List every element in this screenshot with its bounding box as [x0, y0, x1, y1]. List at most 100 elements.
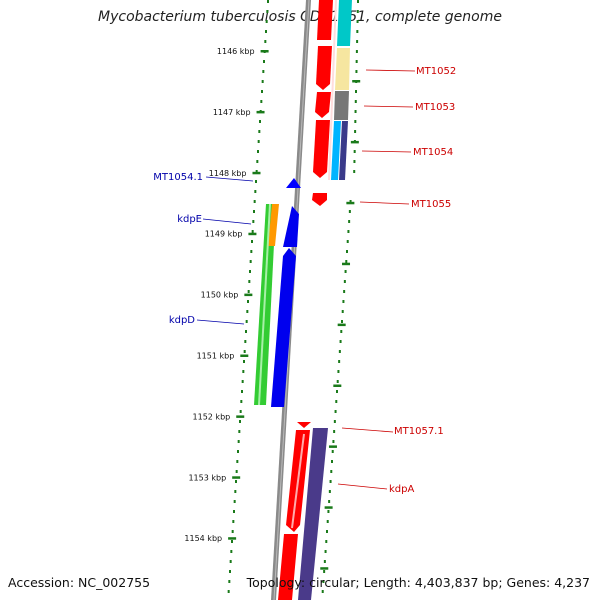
guide-dot [355, 50, 358, 53]
guide-dot [356, 40, 359, 43]
gene-navy-upper [339, 121, 348, 180]
guide-dot [354, 100, 357, 103]
tick-mark [236, 415, 245, 418]
gene-mt1053 [315, 92, 331, 118]
guide-dot [332, 440, 335, 443]
gene-mt1055 [312, 193, 327, 206]
tick-mark [328, 445, 337, 448]
guide-dot [257, 150, 259, 153]
gene-cyan-top [337, 0, 352, 46]
guide-dot [343, 280, 346, 283]
guide-dot [356, 20, 359, 23]
guide-dot [328, 490, 331, 493]
guide-dot [265, 20, 268, 23]
guide-dot [249, 260, 252, 263]
gene-gray [334, 91, 349, 120]
guide-dot [245, 330, 247, 333]
guide-dot [354, 110, 357, 113]
gene-mt1057-1 [297, 422, 311, 428]
tick-label: 1149 kbp [205, 230, 243, 239]
guide-dot [342, 300, 345, 303]
guide-dot [257, 140, 260, 143]
guide-dot [322, 580, 325, 583]
guide-dot [349, 200, 352, 203]
guide-dot [323, 570, 326, 573]
tick-label: 1151 kbp [197, 352, 235, 361]
tick-label: 1148 kbp [209, 169, 247, 178]
guide-dot [356, 30, 359, 33]
tick-marks: 1146 kbp 1147 kbp 1148 kbp 1149 kbp 1150 kbp… [184, 47, 361, 570]
gene-cyan-lower [331, 121, 341, 180]
topology-text: Topology: circular; Length: 4,403,837 bp… [246, 575, 590, 590]
guide-dot [267, 0, 269, 3]
guide-dot [244, 340, 247, 343]
guide-dot [328, 500, 331, 503]
guide-dot [357, 0, 359, 3]
guide-dot [253, 210, 255, 213]
guide-dot [333, 430, 336, 433]
gene-yellow [335, 48, 350, 90]
guide-dot [325, 540, 328, 543]
guide-dot [254, 190, 257, 193]
guide-dot [346, 250, 348, 253]
guide-dot [331, 450, 334, 453]
tick-label: 1147 kbp [213, 108, 251, 117]
label-connectors [196, 69, 416, 490]
guide-dot [239, 410, 242, 413]
tick-mark [244, 293, 253, 297]
guide-dot [233, 510, 235, 513]
label-mt1054: MT1054 [413, 147, 453, 158]
gene-labels-right: MT1052 MT1053 MT1054 MT1055 MT1057.1 kdp… [389, 66, 456, 495]
guide-dot [253, 200, 256, 203]
tick-mark [232, 476, 241, 479]
guide-dot [229, 570, 231, 573]
guide-dot [355, 90, 357, 93]
guide-dot [355, 70, 358, 73]
tick-label: 1154 kbp [184, 534, 222, 543]
guide-dot [235, 480, 237, 483]
guide-dot [245, 320, 248, 323]
tick-mark [346, 201, 355, 205]
guide-dot [261, 90, 263, 93]
guide-dot [255, 180, 257, 183]
tick-mark [252, 171, 261, 175]
tick-mark [248, 232, 257, 236]
label-mt1052: MT1052 [416, 66, 456, 77]
guide-dot [261, 80, 264, 83]
gene-kdpd-blue [271, 248, 296, 407]
guide-dot [353, 160, 356, 163]
gene-block-left [254, 178, 301, 407]
gene-orange [268, 204, 279, 246]
guide-dot [256, 160, 259, 163]
guide-dot [327, 510, 330, 513]
gene-kdpa-red-lower [278, 534, 298, 600]
guide-dot [263, 60, 265, 63]
tick-label: 1146 kbp [217, 47, 255, 56]
tick-mark [350, 140, 359, 144]
guide-dot [228, 580, 231, 583]
map-title: Mycobacterium tuberculosis CDC1551, comp… [98, 9, 502, 25]
guide-dot [265, 30, 267, 33]
gene-mt1054 [313, 120, 330, 178]
guide-dot [331, 460, 333, 463]
guide-dot [336, 380, 339, 383]
guide-dot [353, 150, 356, 153]
guide-dot [255, 170, 258, 173]
guide-dot [229, 560, 232, 563]
guide-dot [324, 550, 327, 553]
guide-dot [341, 310, 344, 313]
label-kdpd: kdpD [169, 315, 195, 326]
label-mt1055: MT1055 [411, 199, 451, 210]
guide-dot [248, 280, 251, 283]
guide-dot [233, 500, 236, 503]
guide-dot [354, 130, 357, 133]
guide-dot [249, 270, 251, 273]
guide-dot [232, 520, 235, 523]
guide-dot [243, 360, 245, 363]
guide-dot [236, 460, 239, 463]
gene-kdpe [283, 206, 299, 247]
guide-dot [341, 320, 343, 323]
guide-dot [247, 290, 250, 293]
guide-dot [231, 540, 233, 543]
